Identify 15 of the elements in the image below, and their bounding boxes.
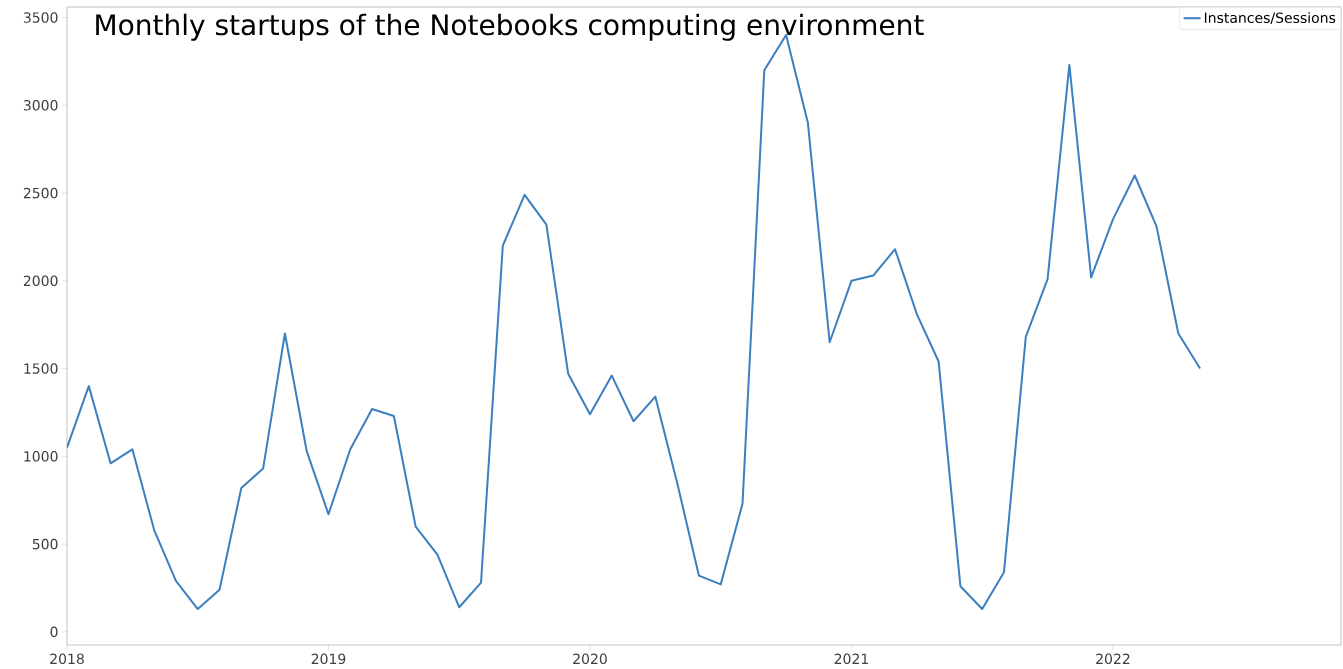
y-tick-label: 2000	[23, 275, 58, 287]
y-tick-label: 0	[50, 626, 58, 638]
y-tick-label: 500	[32, 538, 58, 550]
y-tick-label: 3500	[23, 12, 58, 23]
y-tick-label: 2500	[23, 187, 58, 199]
x-tick-label: 2018	[50, 653, 84, 665]
x-tick-label: 2020	[573, 653, 607, 665]
x-tick-label: 2022	[1096, 653, 1130, 665]
x-tick-label: 2019	[311, 653, 346, 665]
y-tick-label: 3000	[23, 99, 58, 111]
legend-label: Instances/Sessions	[1204, 12, 1336, 25]
chart-title: Monthly startups of the Notebooks computing environment	[96, 13, 924, 41]
y-tick-label: 1500	[24, 363, 58, 374]
x-tick-label: 2021	[834, 653, 868, 665]
y-tick-label: 1000	[24, 451, 58, 462]
